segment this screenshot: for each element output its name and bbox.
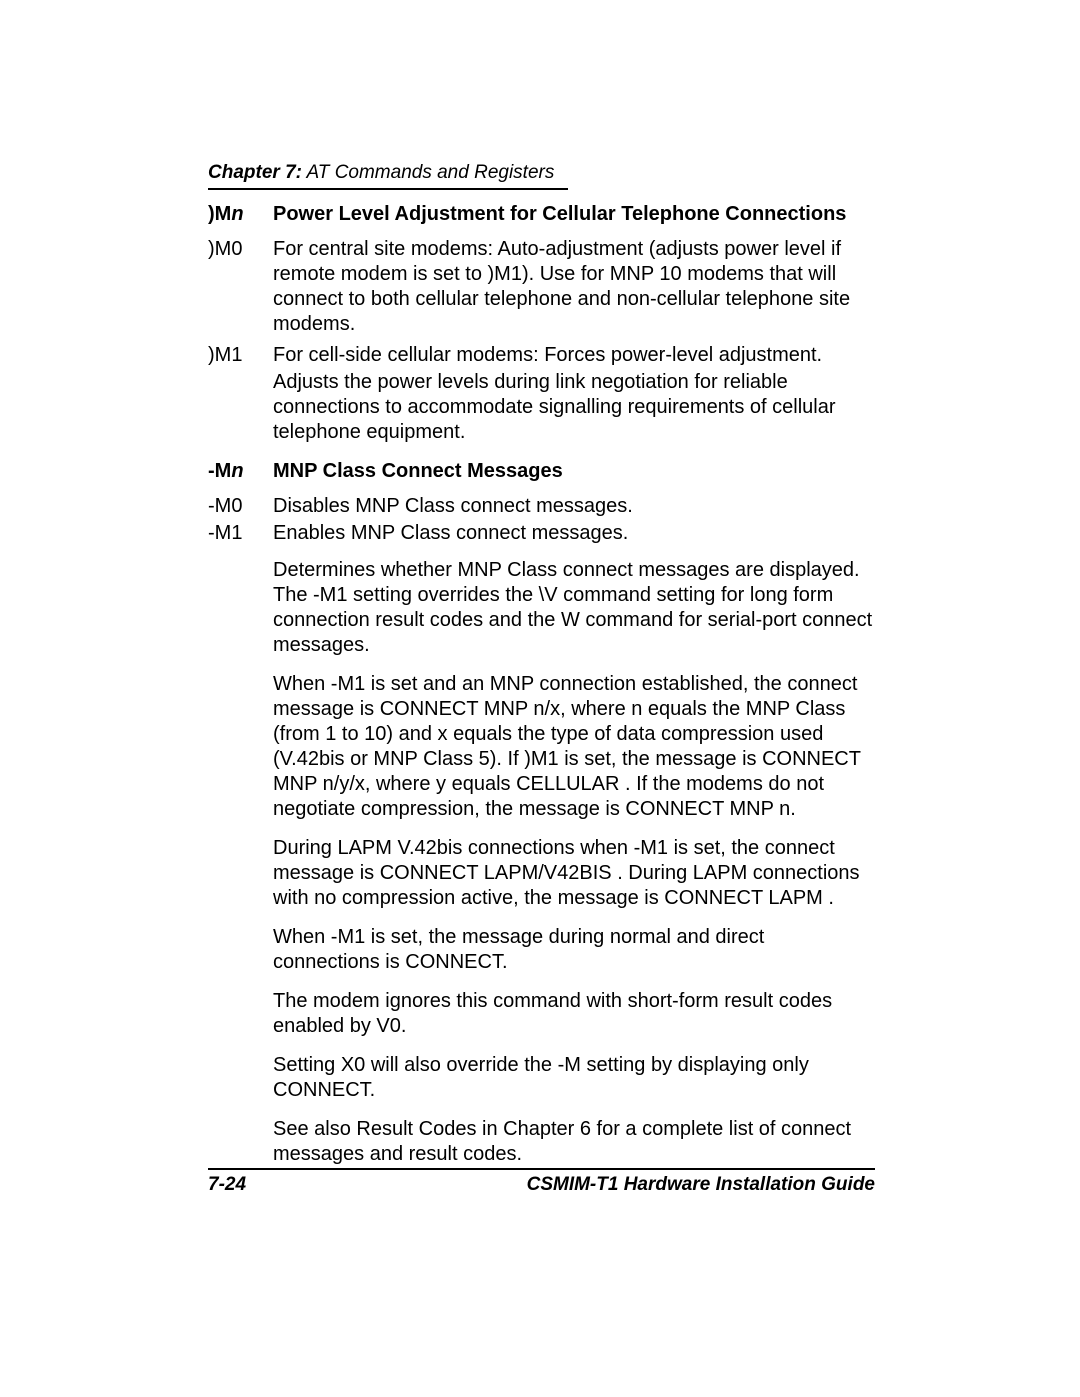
entry-text: For central site modems: Auto-adjustment…	[273, 237, 875, 337]
section-title: Power Level Adjustment for Cellular Tele…	[273, 202, 846, 227]
section-cmd: )Mn	[208, 202, 273, 227]
header-rule	[208, 188, 568, 190]
chapter-title: AT Commands and Registers	[302, 162, 554, 183]
entry-cmd: -M0	[208, 494, 273, 519]
entry-m1-cellside: )M1 For cell-side cellular modems: Force…	[208, 343, 875, 368]
paragraph: Setting X0 will also override the -M set…	[273, 1053, 875, 1103]
entry-cmd: )M1	[208, 343, 273, 368]
entry-text: Enables MNP Class connect messages.	[273, 521, 628, 546]
entry-minus-m0: -M0 Disables MNP Class connect messages.	[208, 494, 875, 519]
chapter-label: Chapter 7:	[208, 162, 302, 183]
paragraph: During LAPM V.42bis connections when -M1…	[273, 836, 875, 911]
page-footer: 7-24 CSMIM-T1 Hardware Installation Guid…	[208, 1168, 875, 1196]
entry-minus-m1: -M1 Enables MNP Class connect messages.	[208, 521, 875, 546]
page: Chapter 7: AT Commands and Registers )Mn…	[0, 0, 1080, 1397]
section-heading-mnp: -Mn MNP Class Connect Messages	[208, 459, 875, 484]
entry-text: Disables MNP Class connect messages.	[273, 494, 633, 519]
running-header: Chapter 7: AT Commands and Registers	[208, 162, 875, 184]
paragraph: When -M1 is set, the message during norm…	[273, 925, 875, 975]
paragraph: See also Result Codes in Chapter 6 for a…	[273, 1117, 875, 1167]
paragraph: When -M1 is set and an MNP connection es…	[273, 672, 875, 822]
paragraph: The modem ignores this command with shor…	[273, 989, 875, 1039]
entry-m1-continuation: Adjusts the power levels during link neg…	[208, 370, 875, 445]
entry-cmd: )M0	[208, 237, 273, 262]
paragraph: Determines whether MNP Class connect mes…	[273, 558, 875, 658]
entry-text: For cell-side cellular modems: Forces po…	[273, 343, 822, 368]
section-cmd: -Mn	[208, 459, 273, 484]
doc-title: CSMIM-T1 Hardware Installation Guide	[527, 1174, 875, 1196]
entry-m0-central: )M0 For central site modems: Auto-adjust…	[208, 237, 875, 337]
footer-rule	[208, 1168, 875, 1170]
content-area: Chapter 7: AT Commands and Registers )Mn…	[208, 162, 875, 1167]
page-number: 7-24	[208, 1174, 246, 1196]
description-block: Determines whether MNP Class connect mes…	[273, 558, 875, 1167]
footer-row: 7-24 CSMIM-T1 Hardware Installation Guid…	[208, 1174, 875, 1196]
section-heading-power-level: )Mn Power Level Adjustment for Cellular …	[208, 202, 875, 227]
section-title: MNP Class Connect Messages	[273, 459, 563, 484]
entry-text: Adjusts the power levels during link neg…	[273, 370, 875, 445]
entry-cmd: -M1	[208, 521, 273, 546]
